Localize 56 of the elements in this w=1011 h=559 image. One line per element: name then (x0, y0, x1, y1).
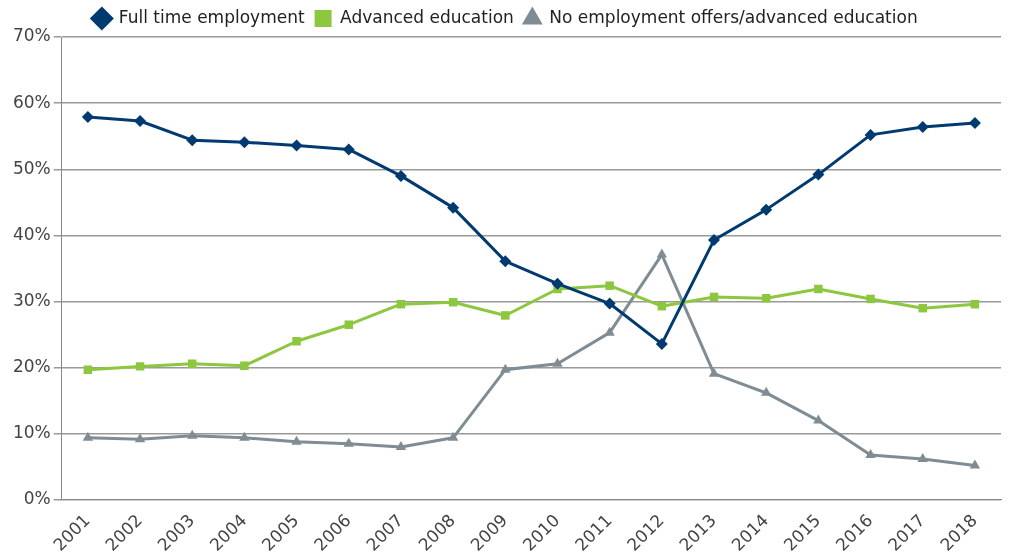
y-tick-label: 50% (12, 157, 51, 178)
point (290, 139, 303, 152)
point (187, 429, 198, 439)
point (605, 281, 614, 290)
y-tick-label: 0% (23, 488, 51, 509)
point (292, 337, 301, 346)
point (240, 361, 249, 370)
point (656, 248, 668, 258)
point (82, 431, 94, 441)
y-tick-label: 70% (12, 25, 51, 46)
point (865, 449, 876, 459)
point (917, 452, 928, 462)
point (969, 459, 981, 469)
point (291, 435, 302, 445)
y-tick-label: 30% (12, 289, 51, 310)
point (760, 203, 773, 216)
point (500, 363, 511, 373)
point (135, 362, 145, 371)
point (239, 431, 250, 441)
point (814, 284, 823, 294)
point (708, 367, 720, 377)
point (238, 136, 251, 149)
point (344, 320, 354, 329)
legend-label: Advanced education (340, 6, 514, 27)
point (343, 437, 354, 447)
y-tick-label: 10% (12, 422, 51, 443)
point (447, 201, 460, 214)
point (394, 169, 407, 182)
y-tick-label: 20% (12, 356, 51, 377)
point (134, 433, 146, 443)
point (761, 386, 772, 396)
point (447, 431, 459, 441)
point (551, 277, 564, 290)
y-tick-label: 40% (12, 223, 51, 244)
point (813, 414, 824, 424)
point (395, 441, 407, 451)
point (918, 303, 927, 313)
point (342, 143, 355, 156)
y-tick-label: 60% (12, 91, 51, 112)
point (655, 337, 668, 350)
point (187, 359, 197, 368)
legend-label: No employment offers/advanced education (549, 6, 918, 27)
legend-label: Full time employment (118, 6, 305, 27)
point (812, 168, 825, 181)
point (604, 326, 615, 336)
point (83, 365, 93, 374)
point (916, 120, 929, 133)
point (552, 357, 563, 367)
point (603, 297, 616, 310)
point (499, 255, 512, 268)
point (864, 128, 877, 141)
point (501, 311, 510, 320)
point (708, 234, 721, 247)
point (81, 111, 94, 124)
point (866, 294, 875, 304)
point (134, 115, 147, 127)
